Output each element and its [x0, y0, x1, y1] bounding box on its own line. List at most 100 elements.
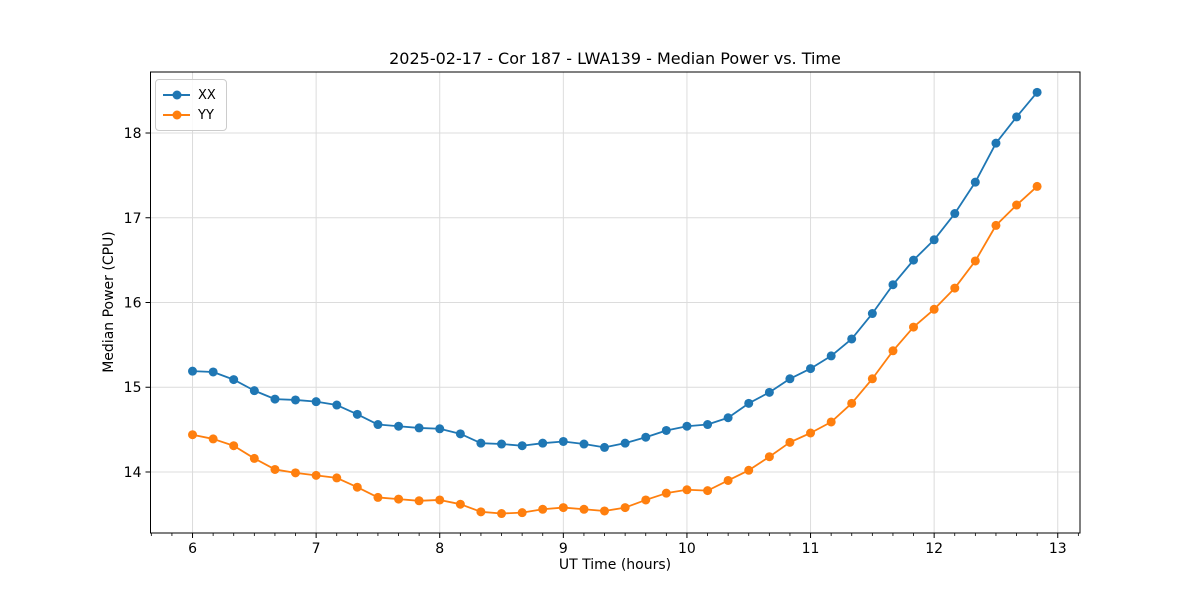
x-tick-label: 12: [925, 541, 943, 557]
data-point-YY: [455, 499, 465, 509]
data-point-YY: [249, 453, 259, 463]
data-point-YY: [723, 475, 733, 485]
data-point-YY: [208, 434, 218, 444]
data-point-YY: [517, 508, 527, 518]
data-point-YY: [785, 437, 795, 447]
data-point-YY: [229, 441, 239, 451]
data-point-XX: [682, 421, 692, 431]
x-tick-label: 11: [802, 541, 820, 557]
data-point-XX: [1012, 112, 1022, 122]
legend-line-icon: [163, 110, 190, 120]
data-point-YY: [373, 492, 383, 502]
data-point-XX: [373, 420, 383, 430]
x-tick-label: 10: [678, 541, 696, 557]
x-axis-label: UT Time (hours): [558, 557, 672, 573]
data-point-XX: [661, 425, 671, 435]
x-tick-label: 7: [312, 541, 321, 557]
y-tick-label: 18: [124, 126, 142, 142]
data-point-XX: [744, 398, 754, 408]
data-point-YY: [682, 485, 692, 495]
data-point-YY: [970, 256, 980, 266]
data-point-XX: [311, 397, 321, 407]
data-point-YY: [703, 486, 713, 496]
data-point-XX: [867, 309, 877, 319]
data-point-YY: [641, 495, 651, 505]
data-point-XX: [723, 413, 733, 423]
data-point-XX: [826, 351, 836, 361]
data-point-YY: [270, 464, 280, 474]
data-point-XX: [950, 209, 960, 219]
x-tick-label: 8: [435, 541, 444, 557]
data-point-YY: [394, 494, 404, 504]
data-point-YY: [352, 482, 362, 492]
data-point-YY: [620, 503, 630, 513]
data-point-YY: [435, 495, 445, 505]
data-point-XX: [394, 421, 404, 431]
legend-line-icon: [163, 90, 190, 100]
data-point-YY: [290, 468, 300, 478]
y-tick-label: 17: [124, 211, 142, 227]
data-point-XX: [229, 375, 239, 385]
legend-marker-icon: [172, 90, 181, 100]
data-point-XX: [929, 235, 939, 245]
data-point-XX: [290, 395, 300, 405]
data-point-YY: [332, 473, 342, 483]
data-point-XX: [620, 438, 630, 448]
data-point-XX: [703, 420, 713, 430]
data-point-YY: [950, 283, 960, 293]
data-point-YY: [847, 398, 857, 408]
data-point-XX: [188, 366, 198, 376]
legend-entry-label: YY: [198, 107, 214, 123]
data-point-XX: [599, 442, 609, 452]
x-tick-label: 6: [188, 541, 197, 557]
chart-title: 2025-02-17 - Cor 187 - LWA139 - Median P…: [389, 49, 841, 68]
data-point-YY: [929, 304, 939, 314]
data-point-YY: [497, 509, 507, 519]
data-point-YY: [558, 503, 568, 513]
data-point-XX: [455, 429, 465, 439]
data-point-YY: [806, 428, 816, 438]
legend-entry-label: XX: [198, 87, 216, 103]
data-point-XX: [414, 423, 424, 433]
data-point-XX: [764, 387, 774, 397]
data-point-YY: [764, 452, 774, 462]
legend-entry: XX: [163, 85, 216, 105]
legend-entry: YY: [163, 105, 216, 125]
series-line-YY: [192, 185, 1038, 515]
data-point-XX: [476, 438, 486, 448]
data-point-XX: [249, 386, 259, 396]
data-point-YY: [414, 496, 424, 506]
data-point-XX: [847, 334, 857, 344]
y-tick-label: 16: [124, 296, 142, 312]
data-point-YY: [599, 506, 609, 516]
data-point-YY: [661, 488, 671, 498]
data-point-YY: [991, 220, 1001, 230]
x-tick-label: 9: [559, 541, 568, 557]
x-tick-label: 13: [1049, 541, 1067, 557]
data-point-YY: [311, 470, 321, 480]
data-point-XX: [806, 364, 816, 374]
data-point-YY: [579, 504, 589, 514]
data-point-YY: [744, 465, 754, 475]
data-point-YY: [476, 507, 486, 517]
data-point-XX: [270, 394, 280, 404]
data-point-XX: [497, 439, 507, 449]
data-point-XX: [991, 138, 1001, 148]
data-point-XX: [1032, 87, 1042, 97]
data-point-XX: [888, 280, 898, 290]
data-point-XX: [641, 432, 651, 442]
y-tick-label: 14: [124, 465, 142, 481]
data-point-XX: [538, 438, 548, 448]
data-point-YY: [867, 374, 877, 384]
data-point-YY: [888, 346, 898, 356]
legend-marker-icon: [172, 110, 181, 120]
data-point-XX: [785, 374, 795, 384]
data-point-YY: [826, 417, 836, 427]
data-point-YY: [909, 322, 919, 332]
data-point-XX: [332, 400, 342, 410]
series-line-XX: [192, 91, 1038, 449]
data-point-XX: [579, 439, 589, 449]
legend: XX YY: [155, 79, 227, 131]
